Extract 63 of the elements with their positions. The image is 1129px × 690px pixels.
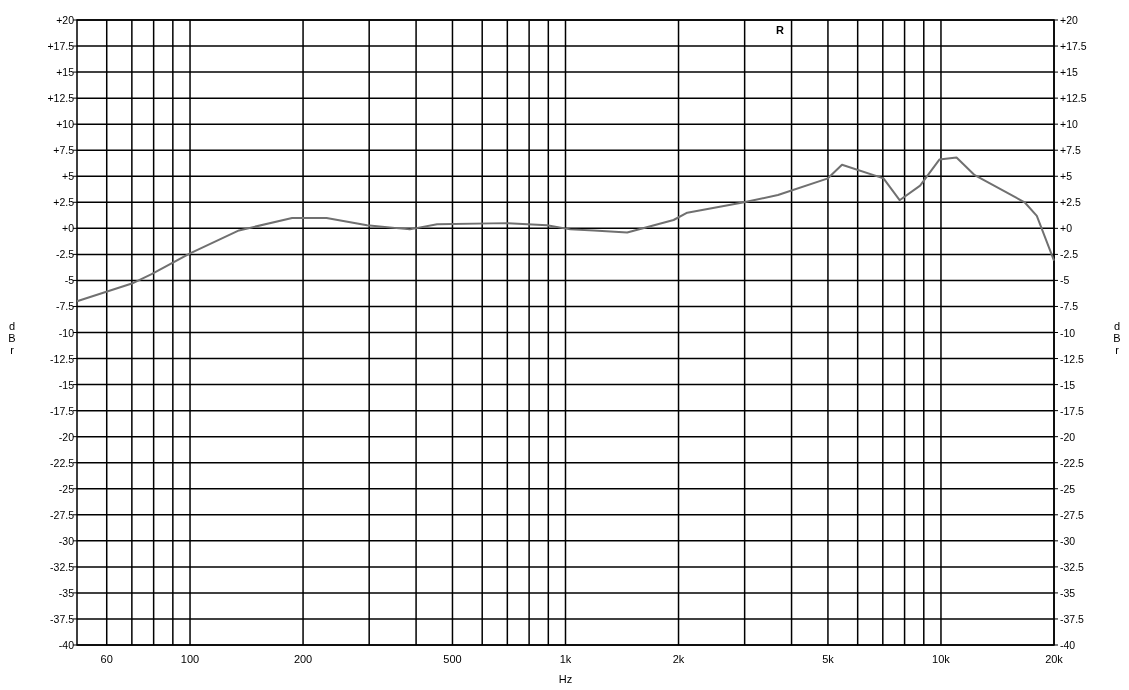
- y2-tick-label: +17.5: [1060, 40, 1087, 53]
- y-tick-label: +7.5: [53, 144, 75, 157]
- x-tick-label: 5k: [822, 653, 835, 665]
- y2-tick-label: -15: [1060, 378, 1076, 391]
- x-tick-label: 1k: [559, 653, 572, 665]
- x-tick-label: 60: [100, 653, 113, 665]
- y2-tick-label: -30: [1060, 534, 1076, 547]
- y-tick-label: -15: [58, 378, 75, 391]
- x-tick-label: 500: [443, 653, 462, 665]
- y-tick-label: +2.5: [53, 196, 75, 209]
- y2-tick-label: -25: [1060, 482, 1076, 495]
- y-tick-label: -20: [58, 430, 75, 443]
- y-tick-label: -10: [58, 326, 75, 339]
- y2-tick-label: +10: [1060, 118, 1078, 131]
- y2-tick-label: +20: [1060, 14, 1078, 26]
- y2-tick-label: +2.5: [1060, 196, 1081, 209]
- y-tick-label: +0: [62, 222, 75, 235]
- y2-tick-label: +15: [1060, 66, 1078, 79]
- y-tick-label: +10: [56, 118, 75, 131]
- y-tick-label: -32.5: [50, 560, 75, 573]
- y2-tick-label: +7.5: [1060, 144, 1081, 157]
- y-axis-title: dBr: [6, 320, 18, 356]
- x-tick-label: 20k: [1045, 653, 1064, 665]
- y-tick-label: -5: [64, 274, 75, 287]
- y-tick-label: -2.5: [55, 248, 75, 261]
- x-axis-title: Hz: [558, 673, 573, 685]
- y2-tick-label: -17.5: [1060, 404, 1085, 417]
- y2-tick-label: +12.5: [1060, 92, 1087, 105]
- y-tick-label: -25: [58, 482, 75, 495]
- y2-tick-label: +5: [1060, 170, 1073, 183]
- y-tick-label: -37.5: [50, 612, 75, 625]
- annotation: R: [776, 24, 785, 36]
- y2-tick-label: -12.5: [1060, 352, 1085, 365]
- y-tick-label: +17.5: [47, 40, 75, 53]
- y2-tick-label: -10: [1060, 326, 1076, 339]
- y2-tick-label: -7.5: [1060, 300, 1079, 313]
- y2-tick-label: -5: [1060, 274, 1070, 287]
- y2-axis-title: dBr: [1111, 320, 1123, 356]
- y2-tick-label: -35: [1060, 586, 1076, 599]
- y2-tick-label: -22.5: [1060, 456, 1085, 469]
- y-tick-label: +20: [56, 14, 75, 26]
- y-tick-label: -22.5: [50, 456, 75, 469]
- y-tick-label: -27.5: [50, 508, 75, 521]
- y-tick-label: -17.5: [50, 404, 75, 417]
- y2-tick-label: -2.5: [1060, 248, 1079, 261]
- x-tick-label: 10k: [932, 653, 951, 665]
- y2-tick-label: -32.5: [1060, 560, 1085, 573]
- y2-tick-label: -20: [1060, 430, 1076, 443]
- y-tick-label: -30: [58, 534, 75, 547]
- y-tick-label: -35: [58, 586, 75, 599]
- x-tick-label: 100: [180, 653, 200, 665]
- y-tick-label: -40: [58, 639, 75, 651]
- y-tick-label: +5: [62, 170, 75, 183]
- y2-tick-label: -27.5: [1060, 508, 1085, 521]
- x-tick-label: 200: [293, 653, 313, 665]
- y-tick-label: +15: [56, 66, 75, 79]
- x-tick-label: 2k: [672, 653, 685, 665]
- y2-tick-label: -37.5: [1060, 612, 1085, 625]
- y-tick-label: -12.5: [50, 352, 75, 365]
- y-tick-label: +12.5: [47, 92, 75, 105]
- y2-tick-label: +0: [1060, 222, 1073, 235]
- y-tick-label: -7.5: [55, 300, 75, 313]
- y2-tick-label: -40: [1060, 639, 1076, 651]
